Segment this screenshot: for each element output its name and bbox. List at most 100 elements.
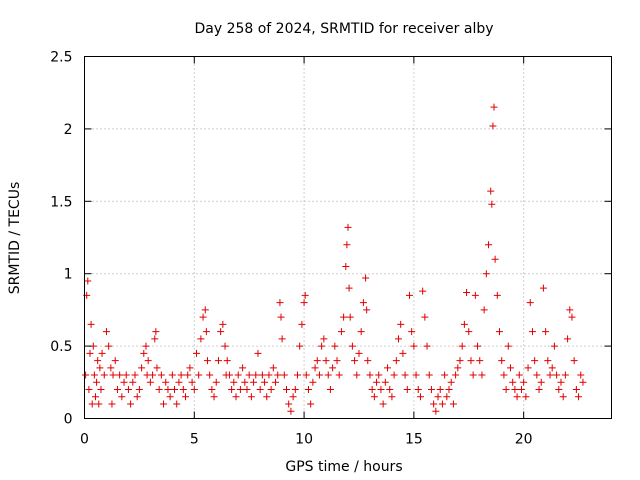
data-point [436,386,444,394]
data-point [107,364,115,372]
data-point [182,393,190,401]
data-point [100,371,108,379]
data-point [467,357,475,365]
data-point [217,328,225,336]
data-point [304,386,312,394]
data-point [326,386,334,394]
data-point [458,342,466,350]
data-point [179,386,187,394]
data-point [355,349,363,357]
data-point [162,378,170,386]
data-point [197,335,205,343]
data-point [575,393,583,401]
x-tick-label: 0 [80,432,89,448]
data-point [212,378,220,386]
data-point [485,241,493,249]
data-point [94,357,102,365]
x-tick-label: 15 [405,432,423,448]
data-point [228,386,236,394]
data-point [531,357,539,365]
data-point [375,371,383,379]
data-point [146,378,154,386]
data-point [570,357,578,365]
data-point [313,357,321,365]
data-point [430,400,438,408]
data-point [539,284,547,292]
data-point [337,328,345,336]
data-point [168,371,176,379]
data-point [320,335,328,343]
data-point [351,357,359,365]
data-point [311,364,319,372]
data-point [344,223,352,231]
data-point [476,357,484,365]
data-point [463,289,471,297]
data-point [318,342,326,350]
data-point [487,187,495,195]
data-point [256,386,264,394]
data-point [544,357,552,365]
x-axis-label: GPS time / hours [285,459,402,475]
data-point [88,400,96,408]
data-point [408,328,416,336]
data-point [379,400,387,408]
data-point [535,386,543,394]
data-point [98,349,106,357]
data-point [395,335,403,343]
data-point [245,371,253,379]
data-point [452,371,460,379]
x-tick-label: 10 [295,432,313,448]
data-point [548,364,556,372]
data-point [410,342,418,350]
data-point [144,357,152,365]
data-point [269,364,277,372]
data-points [82,103,587,415]
data-point [195,371,203,379]
data-point [343,241,351,249]
data-point [469,371,477,379]
data-point [397,320,405,328]
data-point [471,291,479,299]
data-point [184,371,192,379]
data-point [108,400,116,408]
data-point [496,328,504,336]
data-point [135,386,143,394]
data-point [488,200,496,208]
data-point [568,313,576,321]
data-point [102,328,110,336]
data-point [225,371,233,379]
data-point [403,386,411,394]
data-point [421,313,429,321]
data-point [340,313,348,321]
data-point [105,342,113,350]
data-point [445,386,453,394]
data-point [111,357,119,365]
data-point [202,328,210,336]
data-point [491,255,499,263]
data-point [85,386,93,394]
data-point [315,371,323,379]
data-point [478,371,486,379]
data-point [122,371,130,379]
data-point [274,371,282,379]
data-point [239,364,247,372]
data-point [221,342,229,350]
data-point [272,378,280,386]
data-point [171,386,179,394]
data-point [120,378,128,386]
data-point [333,357,341,365]
data-point [493,291,501,299]
data-point [434,393,442,401]
data-point [546,371,554,379]
data-point [401,371,409,379]
data-point [90,371,98,379]
data-point [363,306,371,314]
data-point [577,371,585,379]
data-point [254,349,262,357]
data-point [482,270,490,278]
data-point [500,371,508,379]
data-point [322,357,330,365]
data-point [201,306,209,314]
